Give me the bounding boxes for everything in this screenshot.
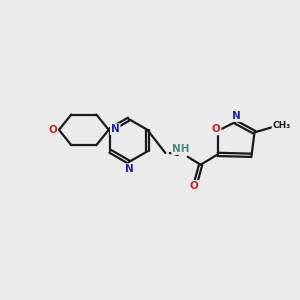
Text: O: O [190, 181, 199, 191]
Text: O: O [212, 124, 220, 134]
Text: N: N [111, 124, 120, 134]
Text: O: O [48, 125, 57, 135]
Text: CH₃: CH₃ [272, 121, 291, 130]
Text: N: N [125, 164, 134, 174]
Text: NH: NH [172, 144, 190, 154]
Text: N: N [232, 111, 240, 121]
